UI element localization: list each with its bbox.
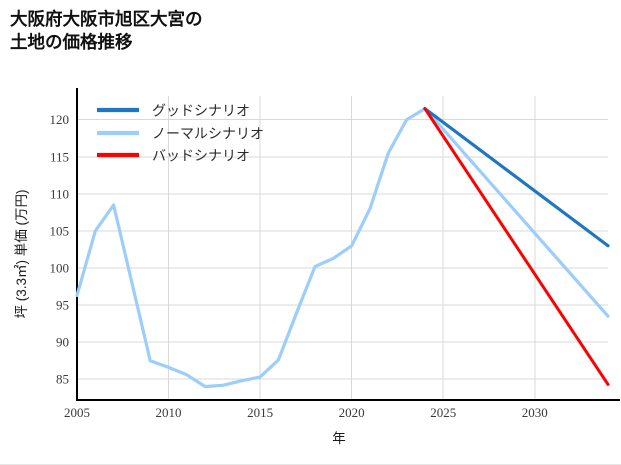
y-tick-label: 120 bbox=[50, 112, 70, 127]
series-group bbox=[75, 107, 610, 389]
x-axis-title: 年 bbox=[332, 431, 346, 446]
y-tick-label: 85 bbox=[56, 372, 69, 387]
x-tick-label: 2025 bbox=[430, 405, 456, 420]
series-line-good bbox=[423, 107, 610, 248]
x-tick-label: 2020 bbox=[339, 405, 365, 420]
x-tick-label: 2010 bbox=[156, 405, 182, 420]
chart-title: 大阪府大阪市旭区大宮の 土地の価格推移 bbox=[10, 9, 203, 53]
series-line-bad bbox=[423, 107, 610, 386]
legend-label-2: バッドシナリオ bbox=[152, 150, 250, 165]
y-tick-label: 100 bbox=[50, 261, 70, 276]
y-tick-label: 105 bbox=[50, 223, 70, 238]
y-tick-label: 110 bbox=[50, 186, 69, 201]
y-tick-labels-group: 85 90 95 100 105 110 115 120 bbox=[50, 112, 70, 387]
y-tick-label: 95 bbox=[56, 298, 69, 313]
legend-label-1: ノーマルシナリオ bbox=[152, 128, 264, 143]
y-axis-title: 坪 (3.3㎡) 単価 (万円) bbox=[14, 189, 29, 318]
x-tick-label: 2030 bbox=[522, 405, 548, 420]
y-tick-label: 90 bbox=[56, 335, 69, 350]
legend-label-0: グッドシナリオ bbox=[152, 104, 250, 120]
gridlines-group bbox=[76, 96, 608, 400]
x-tick-label: 2005 bbox=[64, 405, 90, 420]
axes-group bbox=[75, 88, 620, 402]
x-tick-label: 2015 bbox=[247, 405, 273, 420]
series-line-normal bbox=[75, 107, 610, 389]
x-tick-labels-group: 2005 2010 2015 2020 2025 2030 bbox=[64, 405, 548, 420]
y-tick-label: 115 bbox=[50, 149, 69, 164]
